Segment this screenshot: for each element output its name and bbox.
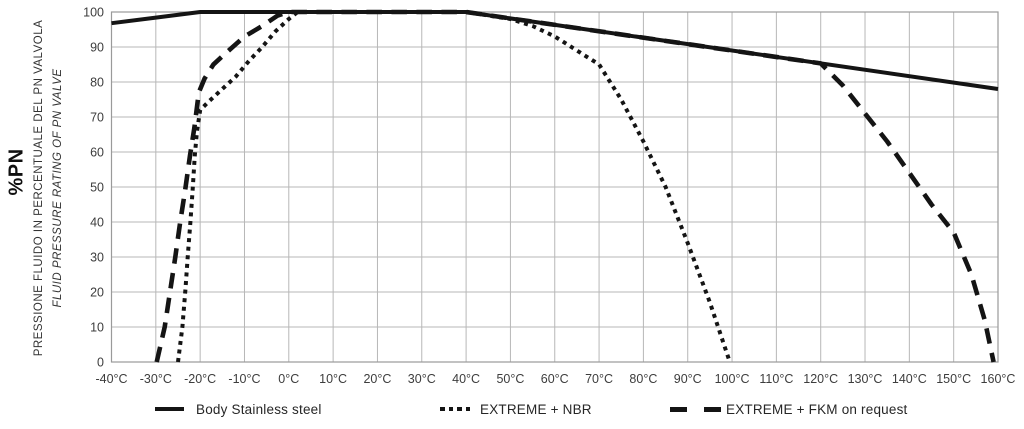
dashed-line-swatch bbox=[670, 406, 721, 412]
x-tick-label: 0°C bbox=[278, 372, 299, 386]
x-tick-label: -40°C bbox=[95, 372, 127, 386]
chart-legend: Body Stainless steel EXTREME + NBR EXTRE… bbox=[0, 396, 1024, 424]
legend-item-extreme-nbr: EXTREME + NBR bbox=[440, 396, 592, 422]
legend-item-extreme-fkm: EXTREME + FKM on request bbox=[670, 396, 908, 422]
legend-item-body-stainless-steel: Body Stainless steel bbox=[155, 396, 322, 422]
x-tick-label: 30°C bbox=[408, 372, 436, 386]
x-tick-label: -20°C bbox=[184, 372, 216, 386]
legend-label-body-stainless-steel: Body Stainless steel bbox=[196, 401, 322, 417]
x-tick-label: 80°C bbox=[629, 372, 657, 386]
y-tick-label: 40 bbox=[90, 216, 104, 230]
y-tick-label: 50 bbox=[90, 181, 104, 195]
y-tick-label: 70 bbox=[90, 111, 104, 125]
x-tick-label: 150°C bbox=[936, 372, 971, 386]
x-tick-label: 60°C bbox=[541, 372, 569, 386]
plot-frame bbox=[110, 11, 999, 363]
x-tick-label: 10°C bbox=[319, 372, 347, 386]
solid-line-swatch bbox=[155, 406, 184, 412]
x-tick-label: 90°C bbox=[674, 372, 702, 386]
x-tick-label: -30°C bbox=[140, 372, 172, 386]
y-tick-label: 80 bbox=[90, 76, 104, 90]
series-line-dotted bbox=[176, 10, 732, 363]
y-tick-label: 60 bbox=[90, 146, 104, 160]
x-tick-label: -10°C bbox=[228, 372, 260, 386]
legend-label-extreme-nbr: EXTREME + NBR bbox=[480, 401, 592, 417]
y-tick-label: 90 bbox=[90, 41, 104, 55]
x-tick-label: 40°C bbox=[452, 372, 480, 386]
dotted-line-swatch bbox=[440, 406, 470, 412]
x-tick-label: 70°C bbox=[585, 372, 613, 386]
x-tick-label: 50°C bbox=[496, 372, 524, 386]
series-line-dashed bbox=[154, 9, 996, 363]
y-tick-label: 10 bbox=[90, 321, 104, 335]
x-tick-label: 20°C bbox=[363, 372, 391, 386]
legend-label-extreme-fkm: EXTREME + FKM on request bbox=[726, 401, 908, 417]
x-tick-label: 100°C bbox=[715, 372, 750, 386]
x-tick-label: 130°C bbox=[848, 372, 883, 386]
x-tick-label: 120°C bbox=[803, 372, 838, 386]
x-tick-label: 140°C bbox=[892, 372, 927, 386]
y-tick-label: 30 bbox=[90, 251, 104, 265]
y-tick-label: 20 bbox=[90, 286, 104, 300]
y-tick-label: 0 bbox=[97, 356, 104, 370]
x-tick-label: 160°C bbox=[981, 372, 1016, 386]
x-tick-label: 110°C bbox=[759, 372, 793, 386]
y-tick-label: 100 bbox=[83, 6, 104, 20]
